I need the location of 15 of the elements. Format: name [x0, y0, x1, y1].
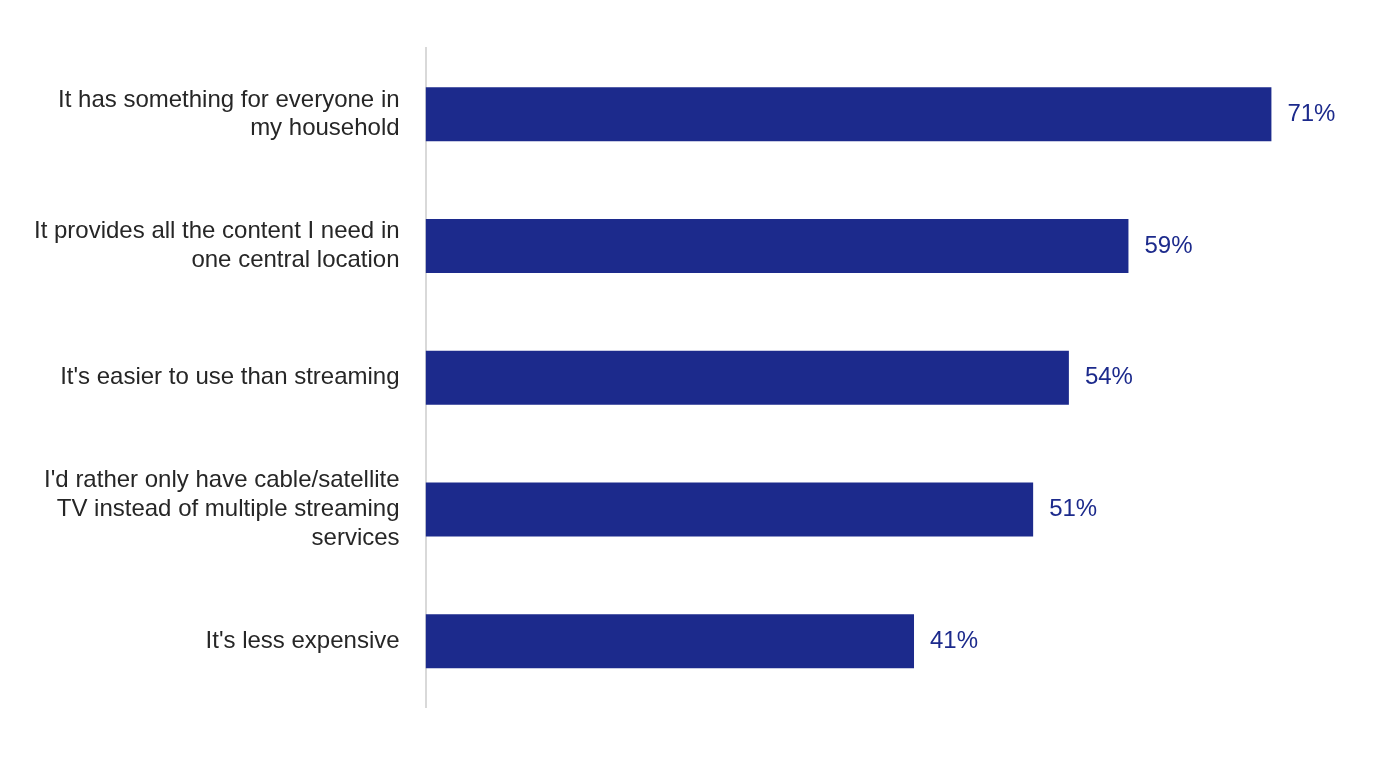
bar: [425, 350, 1069, 405]
data-label: 59%: [1144, 230, 1193, 258]
data-label: 54%: [1084, 362, 1133, 390]
y-tick-label: It has something for everyone in my household: [58, 84, 400, 141]
data-label: 51%: [1049, 494, 1098, 522]
data-label: 41%: [930, 625, 979, 653]
y-tick-label: It's less expensive: [205, 625, 400, 653]
bar: [425, 614, 915, 669]
bar: [425, 219, 1129, 274]
y-tick-label: It provides all the content I need in one central location: [33, 216, 400, 273]
data-label: 71%: [1287, 98, 1336, 126]
y-tick-label: I'd rather only have cable/satellite TV instead of multiple streaming services: [44, 465, 400, 550]
bar: [425, 87, 1272, 142]
bar: [425, 482, 1034, 537]
y-tick-label: It's easier to use than streaming: [60, 362, 400, 390]
